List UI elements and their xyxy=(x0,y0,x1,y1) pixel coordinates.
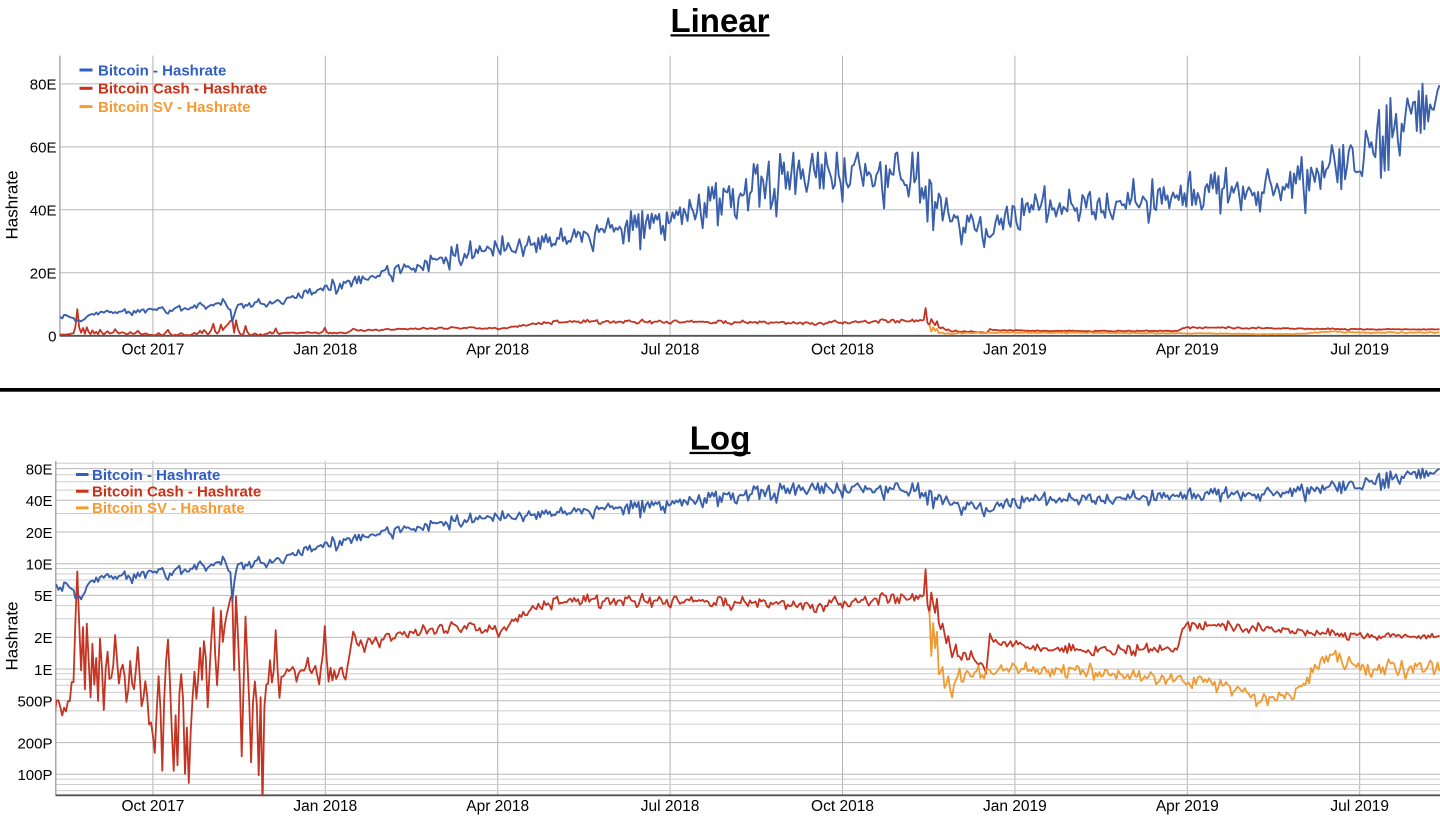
svg-text:Bitcoin Cash - Hashrate: Bitcoin Cash - Hashrate xyxy=(92,484,261,501)
svg-text:40E: 40E xyxy=(30,203,57,220)
svg-text:5E: 5E xyxy=(34,588,52,605)
svg-text:Jul 2019: Jul 2019 xyxy=(1330,341,1389,358)
svg-text:20E: 20E xyxy=(30,266,57,283)
svg-text:Jul 2018: Jul 2018 xyxy=(641,341,700,358)
svg-text:200P: 200P xyxy=(17,735,52,752)
svg-text:60E: 60E xyxy=(30,140,57,157)
svg-text:500P: 500P xyxy=(17,694,52,711)
svg-text:Bitcoin Cash - Hashrate: Bitcoin Cash - Hashrate xyxy=(98,81,267,98)
svg-text:Jan 2018: Jan 2018 xyxy=(293,341,357,358)
svg-text:80E: 80E xyxy=(30,77,57,94)
svg-text:0: 0 xyxy=(48,329,56,346)
svg-text:Jan 2019: Jan 2019 xyxy=(983,341,1047,358)
svg-text:Apr 2019: Apr 2019 xyxy=(1156,341,1219,358)
svg-text:Bitcoin SV - Hashrate: Bitcoin SV - Hashrate xyxy=(92,500,245,517)
svg-text:100P: 100P xyxy=(17,767,52,784)
svg-text:Apr 2019: Apr 2019 xyxy=(1156,798,1219,815)
svg-text:Jan 2018: Jan 2018 xyxy=(293,798,357,815)
svg-text:Linear: Linear xyxy=(670,2,769,39)
svg-text:Oct 2018: Oct 2018 xyxy=(811,341,874,358)
svg-text:Jul 2019: Jul 2019 xyxy=(1330,798,1389,815)
svg-text:Jan 2019: Jan 2019 xyxy=(983,798,1047,815)
svg-text:Hashrate: Hashrate xyxy=(3,602,22,671)
svg-text:40E: 40E xyxy=(26,493,53,510)
svg-text:Apr 2018: Apr 2018 xyxy=(466,341,529,358)
svg-text:80E: 80E xyxy=(26,461,53,478)
svg-text:Bitcoin - Hashrate: Bitcoin - Hashrate xyxy=(92,467,220,484)
svg-text:Bitcoin - Hashrate: Bitcoin - Hashrate xyxy=(98,62,226,79)
svg-text:Bitcoin SV - Hashrate: Bitcoin SV - Hashrate xyxy=(98,99,251,116)
svg-text:20E: 20E xyxy=(26,525,53,542)
svg-text:Oct 2017: Oct 2017 xyxy=(121,341,184,358)
svg-text:2E: 2E xyxy=(34,630,52,647)
svg-text:Log: Log xyxy=(690,420,750,457)
svg-text:1E: 1E xyxy=(34,662,52,679)
svg-text:Oct 2017: Oct 2017 xyxy=(121,798,184,815)
svg-text:Apr 2018: Apr 2018 xyxy=(466,798,529,815)
svg-text:Hashrate: Hashrate xyxy=(3,171,22,240)
svg-text:Oct 2018: Oct 2018 xyxy=(811,798,874,815)
svg-text:10E: 10E xyxy=(26,557,53,574)
svg-text:Jul 2018: Jul 2018 xyxy=(641,798,700,815)
